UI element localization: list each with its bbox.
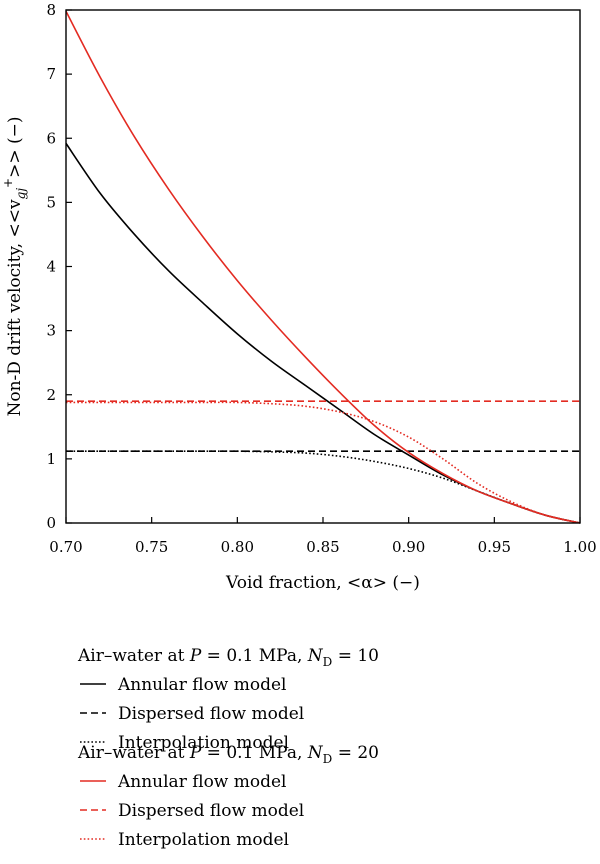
y-axis-title-main: Non-D drift velocity, <<v [5,199,25,417]
legend: Air–water at P = 0.1 MPa, ND = 10 Annular… [77,646,379,850]
y-tick-label: 2 [46,386,56,404]
x-tick-label: 0.85 [306,538,339,556]
x-tick-label: 0.95 [478,538,511,556]
y-tick-label: 6 [46,129,56,147]
legend-label: Dispersed flow model [118,704,304,724]
x-tick-label: 0.80 [221,538,254,556]
x-axis-title: Void fraction, <α> (−) [225,573,420,593]
legend-group-title: Air–water at P = 0.1 MPa, ND = 20 [77,743,379,766]
legend-group-title: Air–water at P = 0.1 MPa, ND = 10 [77,646,379,669]
x-tick-label: 1.00 [563,538,596,556]
y-axis-title: Non-D drift velocity, <<vgj+>> (−) [1,116,28,416]
legend-label: Interpolation model [118,830,289,850]
y-tick-label: 5 [46,193,56,211]
legend-label: Dispersed flow model [118,801,304,821]
y-tick-label: 3 [46,322,56,340]
series-line-nd10-dotted [65,450,581,524]
x-axis: 0.70 0.75 0.80 0.85 0.90 0.95 1.00 [49,517,597,556]
y-axis-title-superscript: + [1,178,15,188]
x-tick-label: 0.70 [49,538,82,556]
legend-label: Annular flow model [117,772,287,792]
series-line-nd20-solid [65,10,581,524]
y-tick-label: 4 [46,258,56,276]
y-tick-label: 8 [46,1,56,19]
legend-label: Annular flow model [117,675,287,695]
y-axis: 0 1 2 3 4 5 6 7 8 [46,1,72,532]
x-tick-label: 0.90 [392,538,425,556]
y-tick-label: 0 [46,514,56,532]
legend-label: Interpolation model [118,733,289,753]
x-tick-label: 0.75 [135,538,168,556]
series-line-nd20-dotted [65,401,581,524]
plot-frame [65,9,581,524]
y-tick-label: 7 [46,65,56,83]
y-tick-label: 1 [46,450,56,468]
y-axis-title-subscript: gj [14,188,28,200]
plot-series [65,10,581,524]
y-axis-title-tail: >> (−) [5,116,25,177]
series-line-nd10-solid [65,142,581,524]
